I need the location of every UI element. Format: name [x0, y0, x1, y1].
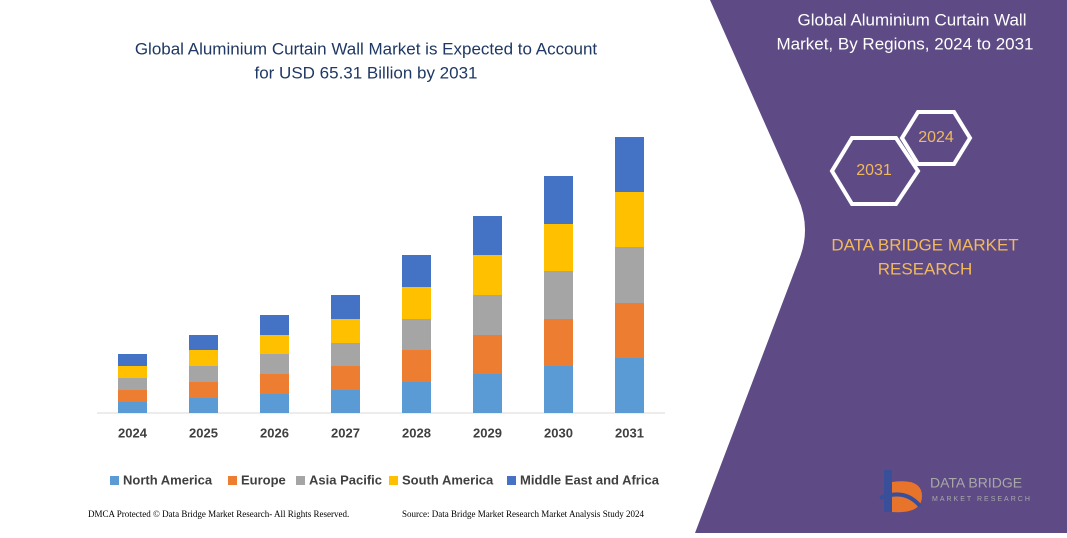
- x-tick-label: 2028: [402, 425, 431, 440]
- bar-segment: [544, 366, 573, 413]
- bar-segment: [402, 319, 431, 350]
- bar-segment: [473, 335, 502, 374]
- bar-segment: [331, 366, 360, 390]
- side-title: Global Aluminium Curtain Wall: [798, 10, 1027, 29]
- bar-segment: [473, 255, 502, 295]
- bar-segment: [615, 303, 644, 358]
- bar-segment: [260, 335, 289, 354]
- bar-segment: [402, 287, 431, 319]
- bar-segment: [118, 402, 147, 413]
- bar-segment: [118, 378, 147, 390]
- x-tick-label: 2029: [473, 425, 502, 440]
- x-tick-label: 2030: [544, 425, 573, 440]
- bar-segment: [544, 271, 573, 319]
- bar-segment: [260, 394, 289, 413]
- footer-right: Source: Data Bridge Market Research Mark…: [402, 509, 644, 519]
- hexagon: [829, 136, 921, 206]
- chart-title: Global Aluminium Curtain Wall Market is …: [135, 39, 598, 58]
- logo-shape: [879, 492, 922, 508]
- legend-swatch: [389, 476, 398, 485]
- legend-label: Europe: [241, 472, 286, 487]
- bar-segment: [189, 382, 218, 398]
- bar-segment: [260, 315, 289, 335]
- bar-segment: [118, 354, 147, 366]
- brand: DATA BRIDGE MARKET: [831, 235, 1018, 254]
- x-tick-label: 2031: [615, 425, 644, 440]
- bar-segment: [473, 295, 502, 335]
- logo: DATA BRIDGE MARKET RESEARCH: [879, 470, 1032, 513]
- bar-segment: [189, 366, 218, 382]
- bar-segment: [260, 374, 289, 394]
- x-tick-label: 2025: [189, 425, 218, 440]
- bar-segment: [189, 350, 218, 366]
- bar-segment: [331, 390, 360, 413]
- bar-segment: [189, 398, 218, 413]
- hexagon-label: 2031: [856, 162, 892, 179]
- bar-segment: [544, 224, 573, 271]
- hexagon-label: 2024: [918, 129, 954, 146]
- bar-segment: [615, 358, 644, 413]
- x-tick-label: 2026: [260, 425, 289, 440]
- bar-segment: [615, 192, 644, 247]
- bar-segment: [331, 319, 360, 343]
- hexagon: [899, 110, 973, 166]
- legend-label: South America: [402, 472, 494, 487]
- chart-title: for USD 65.31 Billion by 2031: [254, 63, 477, 82]
- legend-swatch: [296, 476, 305, 485]
- brand: RESEARCH: [878, 259, 972, 278]
- bar-segment: [331, 343, 360, 366]
- logo-text: DATA BRIDGE: [930, 475, 1022, 491]
- bar-segment: [615, 247, 644, 303]
- bar-segment: [473, 216, 502, 255]
- logo-text: MARKET RESEARCH: [932, 496, 1032, 503]
- bar-segment: [260, 354, 289, 374]
- legend-label: Asia Pacific: [309, 472, 382, 487]
- legend-swatch: [228, 476, 237, 485]
- bar-segment: [118, 390, 147, 402]
- legend-swatch: [110, 476, 119, 485]
- bar-segment: [189, 335, 218, 350]
- legend-label: North America: [123, 472, 213, 487]
- bar-segment: [544, 176, 573, 224]
- bar-segment: [118, 366, 147, 378]
- legend-swatch: [507, 476, 516, 485]
- bar-segment: [402, 350, 431, 382]
- x-tick-label: 2024: [118, 425, 148, 440]
- bar-segment: [331, 295, 360, 319]
- bar-segment: [402, 382, 431, 413]
- side-title: Market, By Regions, 2024 to 2031: [776, 34, 1033, 53]
- bar-segment: [544, 319, 573, 366]
- bar-segment: [473, 374, 502, 413]
- side-panel-bg: [695, 0, 1067, 533]
- legend-label: Middle East and Africa: [520, 472, 660, 487]
- x-tick-label: 2027: [331, 425, 360, 440]
- logo-shape: [884, 470, 892, 512]
- bar-segment: [402, 255, 431, 287]
- bar-segment: [615, 137, 644, 192]
- footer-left: DMCA Protected © Data Bridge Market Rese…: [88, 509, 349, 519]
